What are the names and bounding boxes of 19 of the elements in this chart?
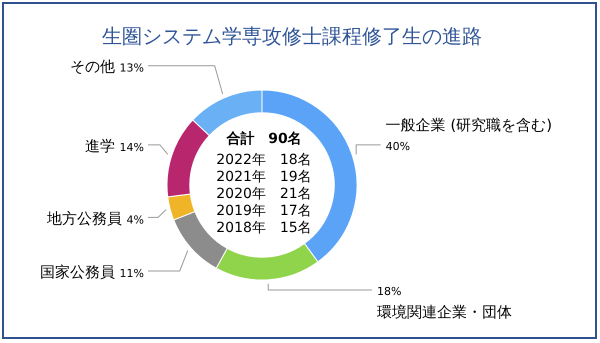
slice-label: 一般企業 (研究職を含む)	[386, 116, 552, 134]
data-label: 13%	[120, 62, 144, 75]
text: 2021年 19名	[216, 169, 312, 185]
data-label: 18%	[377, 285, 402, 298]
slice-label: 進学	[84, 136, 120, 155]
text: 2018年 15名	[216, 220, 312, 236]
text: 2022年 18名	[216, 152, 312, 168]
slice-label: 環境関連企業・団体	[377, 303, 512, 321]
slice-label: その他	[70, 58, 120, 76]
slice-label: 国家公務員	[40, 262, 120, 281]
data-label: 11%	[120, 266, 144, 280]
slice-label: 地方公務員	[46, 209, 127, 228]
data-label: 4%	[126, 213, 144, 226]
chart-title: 生圏システム学専攻修士課程修了生の進路	[102, 24, 482, 48]
text: 2019年 17名	[216, 203, 312, 219]
text: 合計 90名	[225, 131, 302, 147]
data-label: 40%	[386, 140, 410, 153]
text: 2020年 21名	[216, 186, 312, 202]
data-label: 14%	[120, 140, 144, 154]
